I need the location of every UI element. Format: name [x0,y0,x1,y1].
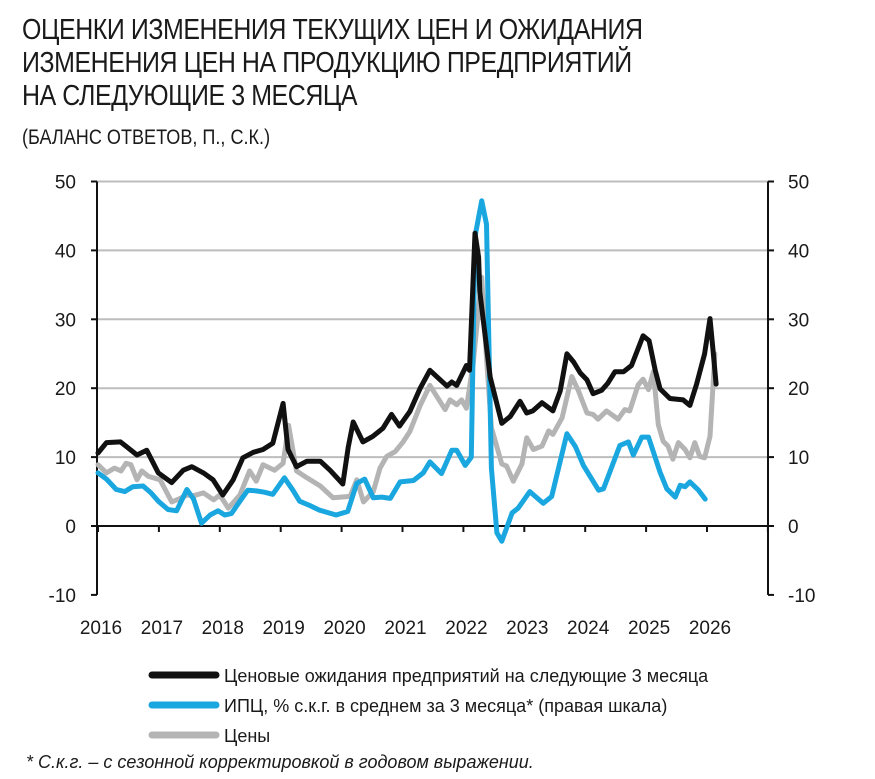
right-y-tick-label: 20 [788,379,809,400]
right-y-tick-label: 30 [788,310,809,331]
x-tick-label: 2023 [506,618,548,639]
gridlines [97,180,768,459]
x-tick-label: 2017 [141,618,183,639]
left-y-tick-label: 50 [55,173,76,194]
chart-title-line: ИЗМЕНЕНИЯ ЦЕН НА ПРОДУКЦИЮ ПРЕДПРИЯТИЙ [22,47,632,79]
right-y-tick-label: 10 [788,448,809,469]
x-tick-label: 2016 [80,618,122,639]
right-y-tick-label: -10 [788,586,815,607]
x-tick-label: 2020 [323,618,365,639]
right-y-tick-label: 40 [788,241,809,262]
left-y-tick-label: 30 [55,310,76,331]
right-y-tick-label: 0 [788,517,799,538]
left-y-tick-label: 10 [55,448,76,469]
x-tick-label: 2019 [263,618,305,639]
axes [91,180,774,596]
chart-title-line: ОЦЕНКИ ИЗМЕНЕНИЯ ТЕКУЩИХ ЦЕН И ОЖИДАНИЯ [22,14,643,46]
x-tick-label: 2025 [628,618,670,639]
legend: Ценовые ожидания предприятий на следующи… [148,666,709,746]
x-tick-label: 2021 [384,618,426,639]
left-y-tick-label: 0 [65,517,76,538]
x-tick-label: 2024 [567,618,610,639]
left-y-tick-label: 40 [55,241,76,262]
legend-label-expectations: Ценовые ожидания предприятий на следующи… [224,666,709,686]
series-lines [95,198,719,544]
legend-label-prices: Цены [224,726,270,746]
x-tick-label: 2026 [689,618,731,639]
left-y-tick-label: 20 [55,379,76,400]
chart-title: ОЦЕНКИ ИЗМЕНЕНИЯ ТЕКУЩИХ ЦЕН И ОЖИДАНИЯ … [22,14,643,113]
legend-label-cpi: ИПЦ, % с.к.г. в среднем за 3 месяца* (пр… [224,696,667,716]
chart-subtitle: (БАЛАНС ОТВЕТОВ, П., С.К.) [22,126,271,149]
chart-title-line: НА СЛЕДУЮЩИЕ 3 МЕСЯЦА [22,80,358,112]
x-tick-label: 2018 [202,618,244,639]
series-line-prices [95,274,718,511]
x-tick-label: 2022 [445,618,487,639]
series-line-cpi [95,198,708,544]
series-line-expectations [95,230,719,498]
left-y-tick-label: -10 [49,586,76,607]
right-y-tick-label: 50 [788,173,809,194]
footnote: * С.к.г. – с сезонной корректировкой в г… [26,752,534,772]
